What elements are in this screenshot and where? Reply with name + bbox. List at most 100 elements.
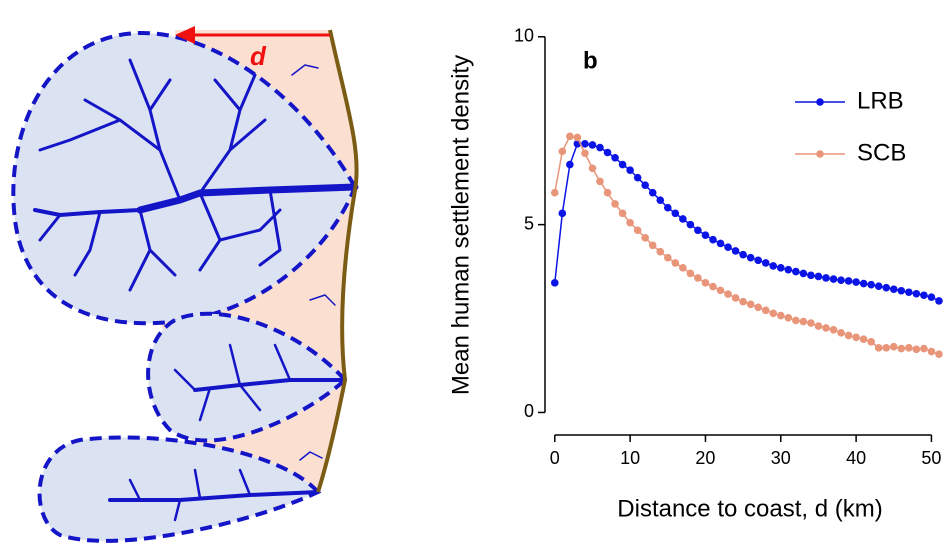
data-point <box>897 344 906 353</box>
data-point <box>905 288 913 297</box>
data-point <box>633 173 642 182</box>
legend-marker <box>816 98 824 106</box>
data-point <box>701 231 710 239</box>
data-point <box>920 291 928 300</box>
data-point <box>761 259 770 267</box>
data-point <box>807 271 815 280</box>
data-point <box>663 253 672 262</box>
data-point <box>761 306 770 315</box>
data-point <box>807 319 815 327</box>
data-point <box>596 177 604 186</box>
data-point <box>731 294 740 302</box>
data-point <box>746 300 755 309</box>
data-point <box>935 350 943 359</box>
data-point <box>814 322 823 330</box>
arrow-head <box>175 26 195 44</box>
data-point <box>716 239 725 248</box>
data-point <box>618 160 627 169</box>
data-point <box>754 303 762 312</box>
data-point <box>792 316 800 325</box>
data-point <box>935 297 943 305</box>
data-point <box>746 253 755 262</box>
data-point <box>867 280 875 289</box>
x-tick-label: 40 <box>846 448 866 468</box>
data-point <box>920 344 928 353</box>
data-point <box>927 347 936 356</box>
data-point <box>648 188 657 197</box>
data-point <box>694 226 702 235</box>
data-point <box>754 256 762 265</box>
data-point <box>859 279 868 288</box>
data-point <box>709 235 717 244</box>
data-point <box>671 259 680 267</box>
data-point <box>769 309 778 318</box>
data-point <box>611 153 619 162</box>
data-point <box>656 196 665 205</box>
data-point <box>882 283 891 292</box>
rivers <box>33 58 359 522</box>
data-point <box>709 282 717 291</box>
data-point <box>611 200 619 208</box>
legend-label: LRB <box>857 87 904 114</box>
data-point <box>679 215 687 223</box>
data-point <box>558 147 567 156</box>
basin-large <box>11 31 358 326</box>
chart: b Distance to coast, d (km) Mean human s… <box>447 26 943 522</box>
data-point <box>874 344 883 352</box>
series-line <box>554 143 940 302</box>
data-point <box>573 133 582 142</box>
data-point <box>882 344 891 352</box>
data-point <box>844 277 853 285</box>
data-point <box>724 243 732 251</box>
legend-marker <box>816 150 824 158</box>
data-point <box>912 289 921 298</box>
legend-label: SCB <box>857 139 906 166</box>
data-point <box>588 164 597 173</box>
data-point <box>641 233 649 242</box>
data-point <box>633 226 642 235</box>
data-point <box>724 290 732 298</box>
data-point <box>596 143 604 152</box>
y-tick-label: 0 <box>524 401 534 421</box>
y-tick-label: 10 <box>514 26 534 46</box>
data-point <box>822 324 830 332</box>
distance-label: d <box>250 41 267 71</box>
data-point <box>739 250 747 259</box>
data-point <box>867 338 875 346</box>
data-point <box>603 188 612 197</box>
data-point <box>663 203 672 212</box>
data-point <box>799 269 808 278</box>
panel-label: b <box>583 47 598 74</box>
data-point <box>859 335 868 344</box>
data-point <box>641 181 649 189</box>
y-tick-label: 5 <box>524 213 534 233</box>
data-point <box>558 209 567 218</box>
diagram: d <box>11 26 359 543</box>
data-point <box>731 247 740 255</box>
data-point <box>679 264 687 272</box>
x-tick-label: 30 <box>771 448 791 468</box>
coastline <box>316 29 359 493</box>
data-point <box>822 274 830 282</box>
data-point <box>566 160 574 169</box>
data-point <box>656 247 665 256</box>
data-point <box>603 148 612 157</box>
data-point <box>889 342 898 351</box>
y-axis-title: Mean human settlement density <box>447 55 474 395</box>
x-tick-label: 10 <box>620 448 640 468</box>
x-tick-label: 0 <box>550 448 560 468</box>
data-point <box>844 331 853 340</box>
basin-middle <box>146 311 348 443</box>
basin-small <box>37 435 322 543</box>
data-point <box>626 166 634 174</box>
data-point <box>829 275 838 283</box>
data-point <box>874 282 883 291</box>
data-point <box>739 297 747 306</box>
data-point <box>852 278 860 286</box>
data-point <box>581 140 589 148</box>
data-point <box>550 188 559 197</box>
data-point <box>799 317 808 326</box>
data-point <box>905 344 913 352</box>
data-point <box>671 209 680 218</box>
data-point <box>769 262 778 270</box>
